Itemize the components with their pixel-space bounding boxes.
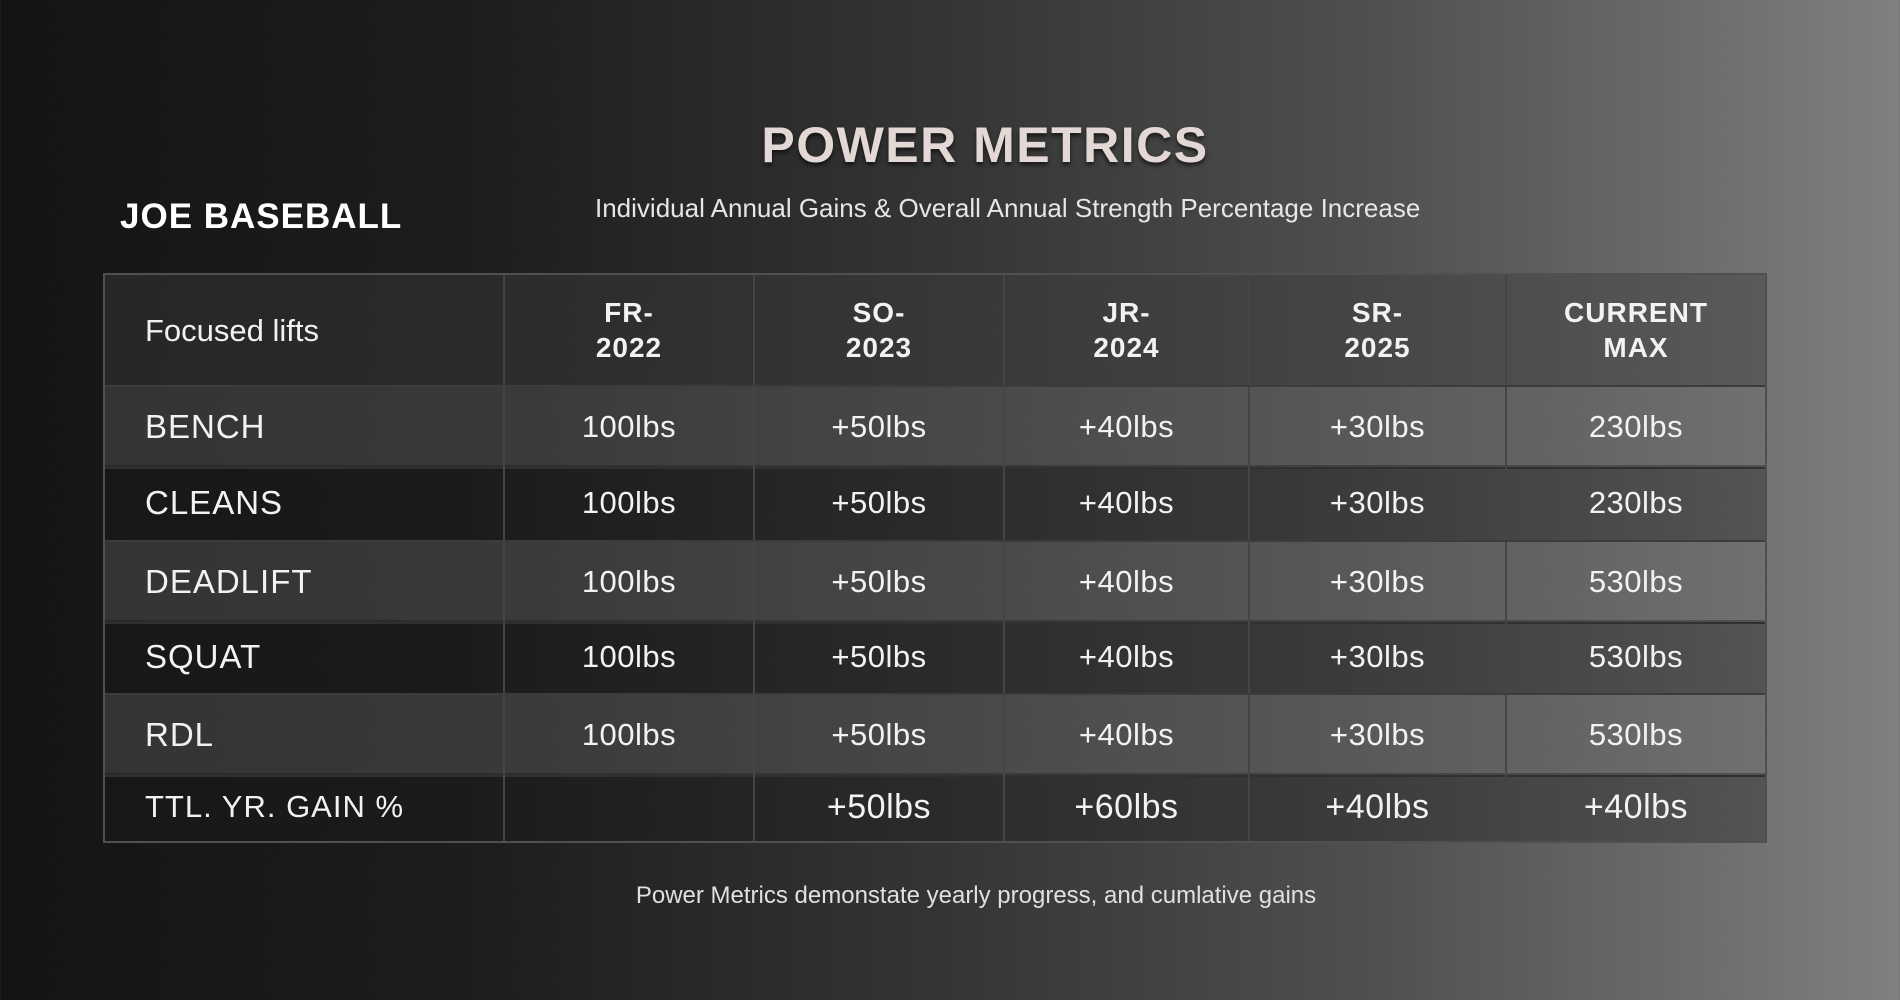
- row-label: BENCH: [105, 387, 505, 467]
- table-cell: 100lbs: [505, 387, 755, 467]
- table-row-rdl: RDL 100lbs +50lbs +40lbs +30lbs 530lbs: [105, 693, 1765, 777]
- header-line-1: JR-: [1102, 297, 1151, 328]
- table-row-total: TTL. YR. GAIN % +50lbs +60lbs +40lbs +40…: [105, 773, 1765, 841]
- table-cell: +40lbs: [1005, 695, 1250, 775]
- page-title: POWER METRICS: [761, 117, 1209, 173]
- table-cell: +30lbs: [1250, 387, 1507, 467]
- header-line-2: 2022: [595, 332, 663, 363]
- table-row-deadlift: DEADLIFT 100lbs +50lbs +40lbs +30lbs 530…: [105, 540, 1765, 624]
- player-name: JOE BASEBALL: [120, 197, 403, 236]
- table-cell: +50lbs: [755, 387, 1005, 467]
- table-cell: [505, 773, 755, 841]
- table-cell: 100lbs: [505, 465, 755, 540]
- table-cell: +40lbs: [1005, 387, 1250, 467]
- header-line-1: FR-: [604, 297, 654, 328]
- header-so-2023: SO- 2023: [755, 275, 1005, 385]
- header-line-1: CURRENT: [1564, 297, 1708, 328]
- header-line-2: MAX: [1603, 332, 1669, 363]
- table-cell: +40lbs: [1005, 542, 1250, 622]
- power-metrics-table: Focused lifts FR- 2022 SO- 2023 JR- 2024…: [103, 273, 1767, 843]
- header-current-max: CURRENT MAX: [1507, 275, 1765, 385]
- table-cell: +40lbs: [1583, 787, 1689, 826]
- subtitle: Individual Annual Gains & Overall Annual…: [595, 193, 1421, 223]
- header-sr-2025: SR- 2025: [1250, 275, 1507, 385]
- table-cell: 530lbs: [1588, 564, 1684, 599]
- table-cell: +30lbs: [1250, 542, 1507, 622]
- table-row-squat: SQUAT 100lbs +50lbs +40lbs +30lbs 530lbs: [105, 620, 1765, 693]
- table-cell: 530lbs: [1588, 638, 1684, 674]
- table-cell: +50lbs: [755, 542, 1005, 622]
- table-cell: +30lbs: [1250, 620, 1507, 693]
- table-cell: +50lbs: [755, 465, 1005, 540]
- header-focused-lifts: Focused lifts: [105, 275, 505, 385]
- header-line-2: 2023: [845, 332, 913, 363]
- table-cell: +40lbs: [1250, 773, 1507, 841]
- header-line-1: SR-: [1351, 297, 1404, 328]
- table-cell: 100lbs: [505, 695, 755, 775]
- table-cell: 100lbs: [505, 542, 755, 622]
- row-label: TTL. YR. GAIN %: [105, 773, 505, 841]
- table-cell: 100lbs: [505, 620, 755, 693]
- header-line-2: 2025: [1344, 332, 1411, 363]
- row-label: RDL: [105, 695, 505, 775]
- row-label: DEADLIFT: [105, 542, 505, 622]
- table-cell: 230lbs: [1588, 409, 1684, 444]
- table-row-cleans: CLEANS 100lbs +50lbs +40lbs +30lbs 230lb…: [105, 465, 1765, 540]
- table-cell: +30lbs: [1250, 465, 1507, 540]
- table-cell: +50lbs: [755, 695, 1005, 775]
- table-cell: +40lbs: [1005, 465, 1250, 540]
- table-cell: +40lbs: [1005, 620, 1250, 693]
- header-line-1: SO-: [852, 297, 906, 328]
- header-jr-2024: JR- 2024: [1005, 275, 1250, 385]
- row-label: CLEANS: [105, 465, 505, 540]
- table-cell: +30lbs: [1250, 695, 1507, 775]
- table-cell: 230lbs: [1588, 484, 1684, 520]
- footer-note: Power Metrics demonstate yearly progress…: [635, 882, 1317, 909]
- table-cell: 530lbs: [1588, 717, 1684, 752]
- header-fr-2022: FR- 2022: [505, 275, 755, 385]
- header-line-2: 2024: [1093, 332, 1160, 363]
- table-cell: +60lbs: [1005, 773, 1250, 841]
- table-cell: +50lbs: [755, 773, 1005, 841]
- table-row-bench: BENCH 100lbs +50lbs +40lbs +30lbs 230lbs: [105, 385, 1765, 469]
- table-cell: +50lbs: [755, 620, 1005, 693]
- table-header-row: Focused lifts FR- 2022 SO- 2023 JR- 2024…: [105, 275, 1765, 385]
- row-label: SQUAT: [105, 620, 505, 693]
